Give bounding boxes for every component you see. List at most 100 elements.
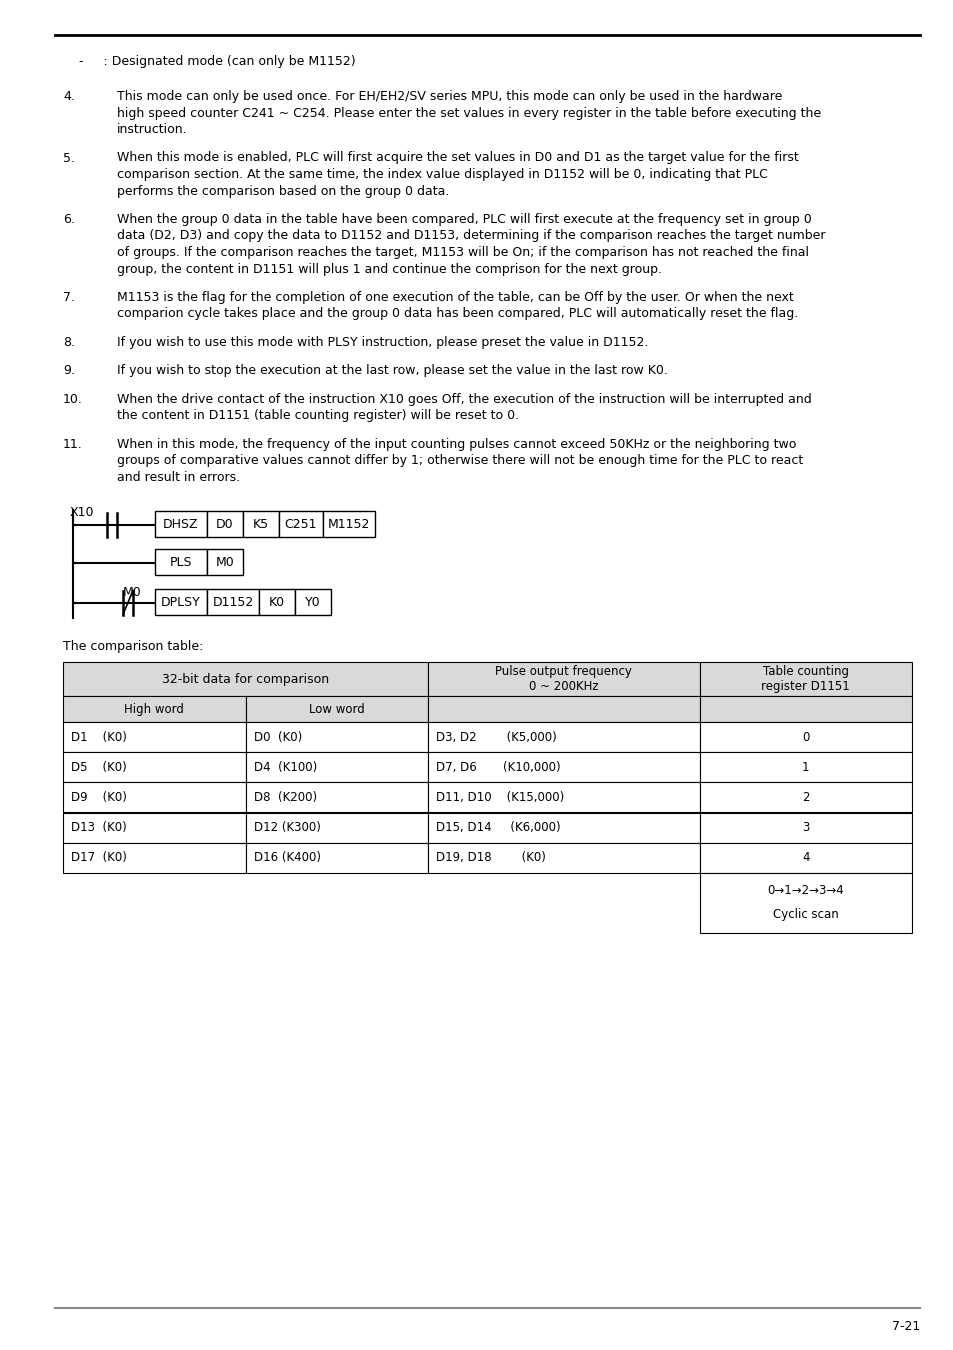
Bar [699,813,911,842]
Text: D4  (K100): D4 (K100) [253,761,316,774]
Text: High word: High word [124,703,184,716]
Text: comparion cycle takes place and the group 0 data has been compared, PLC will aut: comparion cycle takes place and the grou… [117,308,798,320]
Text: 0→1→2→3→4: 0→1→2→3→4 [767,884,843,896]
Text: 9.: 9. [63,364,74,378]
Bar [154,512,207,537]
Text: 5.: 5. [63,151,75,165]
Text: group, the content in D1151 will plus 1 and continue the comprison for the next : group, the content in D1151 will plus 1 … [117,262,661,275]
Bar [245,697,428,722]
Text: D12 (K300): D12 (K300) [253,821,320,834]
Bar [63,752,245,783]
Bar [63,722,245,752]
Text: Y0: Y0 [305,595,320,609]
Bar [245,813,428,842]
Text: instruction.: instruction. [117,123,188,136]
Text: D19, D18        (K0): D19, D18 (K0) [436,850,545,864]
Bar [207,512,243,537]
Bar [428,783,699,813]
Text: 7.: 7. [63,292,75,304]
Text: C251: C251 [284,518,317,531]
Bar [63,842,245,872]
Bar [699,722,911,752]
Text: If you wish to use this mode with PLSY instruction, please preset the value in D: If you wish to use this mode with PLSY i… [117,336,648,350]
Bar [63,697,245,722]
Bar [699,783,911,813]
Bar [699,663,911,697]
Bar [245,752,428,783]
Text: 10.: 10. [63,393,83,406]
Bar [243,512,278,537]
Text: and result in errors.: and result in errors. [117,471,240,485]
Text: D1152: D1152 [213,595,253,609]
Text: the content in D1151 (table counting register) will be reset to 0.: the content in D1151 (table counting reg… [117,409,518,423]
Text: D0: D0 [216,518,233,531]
Text: high speed counter C241 ~ C254. Please enter the set values in every register in: high speed counter C241 ~ C254. Please e… [117,107,821,120]
Bar [63,813,245,842]
Text: D17  (K0): D17 (K0) [71,850,127,864]
Text: 8.: 8. [63,336,75,350]
Text: D5    (K0): D5 (K0) [71,761,127,774]
Bar [699,697,911,722]
Text: PLS: PLS [170,556,193,568]
Bar [428,752,699,783]
Text: 2: 2 [801,791,809,805]
Bar [154,549,207,575]
Bar [245,783,428,813]
Text: data (D2, D3) and copy the data to D1152 and D1153, determining if the compariso: data (D2, D3) and copy the data to D1152… [117,230,824,243]
Text: groups of comparative values cannot differ by 1; otherwise there will not be eno: groups of comparative values cannot diff… [117,455,802,467]
Bar [258,590,294,616]
Text: Low word: Low word [309,703,364,716]
Bar [154,590,207,616]
Text: D1    (K0): D1 (K0) [71,730,127,744]
Text: D11, D10    (K15,000): D11, D10 (K15,000) [436,791,564,805]
Text: 4.: 4. [63,90,74,103]
Text: M0: M0 [215,556,234,568]
Text: When this mode is enabled, PLC will first acquire the set values in D0 and D1 as: When this mode is enabled, PLC will firs… [117,151,798,165]
Bar [699,752,911,783]
Text: 1: 1 [801,761,809,774]
Bar [428,813,699,842]
Text: of groups. If the comparison reaches the target, M1153 will be On; if the compar: of groups. If the comparison reaches the… [117,246,808,259]
Bar [63,663,428,697]
Bar [278,512,323,537]
Text: DPLSY: DPLSY [161,595,201,609]
Text: The comparison table:: The comparison table: [63,640,203,653]
Text: 11.: 11. [63,437,83,451]
Bar [699,842,911,872]
Text: D15, D14     (K6,000): D15, D14 (K6,000) [436,821,560,834]
Bar [207,549,243,575]
Text: 4: 4 [801,850,809,864]
Bar [245,722,428,752]
Text: K0: K0 [269,595,285,609]
Bar [323,512,375,537]
Text: M0: M0 [123,586,142,599]
Bar [428,697,699,722]
Bar [294,590,331,616]
Text: performs the comparison based on the group 0 data.: performs the comparison based on the gro… [117,185,449,197]
Text: DHSZ: DHSZ [163,518,198,531]
Text: M1152: M1152 [328,518,370,531]
Bar [207,590,258,616]
Text: D7, D6       (K10,000): D7, D6 (K10,000) [436,761,560,774]
Text: M1153 is the flag for the completion of one execution of the table, can be Off b: M1153 is the flag for the completion of … [117,292,793,304]
Text: comparison section. At the same time, the index value displayed in D1152 will be: comparison section. At the same time, th… [117,167,767,181]
Text: D16 (K400): D16 (K400) [253,850,320,864]
Bar [63,783,245,813]
Text: If you wish to stop the execution at the last row, please set the value in the l: If you wish to stop the execution at the… [117,364,667,378]
Bar [428,842,699,872]
Text: Table counting
register D1151: Table counting register D1151 [760,666,849,694]
Bar [428,663,699,697]
Text: 0: 0 [801,730,809,744]
Text: When the group 0 data in the table have been compared, PLC will first execute at: When the group 0 data in the table have … [117,213,811,225]
Text: When the drive contact of the instruction X10 goes Off, the execution of the ins: When the drive contact of the instructio… [117,393,811,406]
Text: D8  (K200): D8 (K200) [253,791,316,805]
Text: D0  (K0): D0 (K0) [253,730,301,744]
Text: D13  (K0): D13 (K0) [71,821,127,834]
Text: X10: X10 [70,506,94,520]
Bar [699,872,911,933]
Text: -     : Designated mode (can only be M1152): - : Designated mode (can only be M1152) [63,55,355,68]
Text: 7-21: 7-21 [891,1320,919,1332]
Bar [245,842,428,872]
Bar [428,722,699,752]
Text: This mode can only be used once. For EH/EH2/SV series MPU, this mode can only be: This mode can only be used once. For EH/… [117,90,781,103]
